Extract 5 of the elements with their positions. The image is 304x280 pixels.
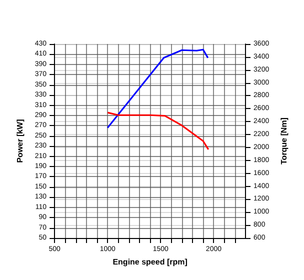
y-axis-title: Power [kW] [16, 118, 24, 163]
line-series [106, 48, 209, 129]
x-axis-title: Engine speed [rpm] [112, 257, 188, 266]
y2-axis-title: Torque [Nm] [280, 117, 288, 164]
line-series [106, 112, 210, 150]
